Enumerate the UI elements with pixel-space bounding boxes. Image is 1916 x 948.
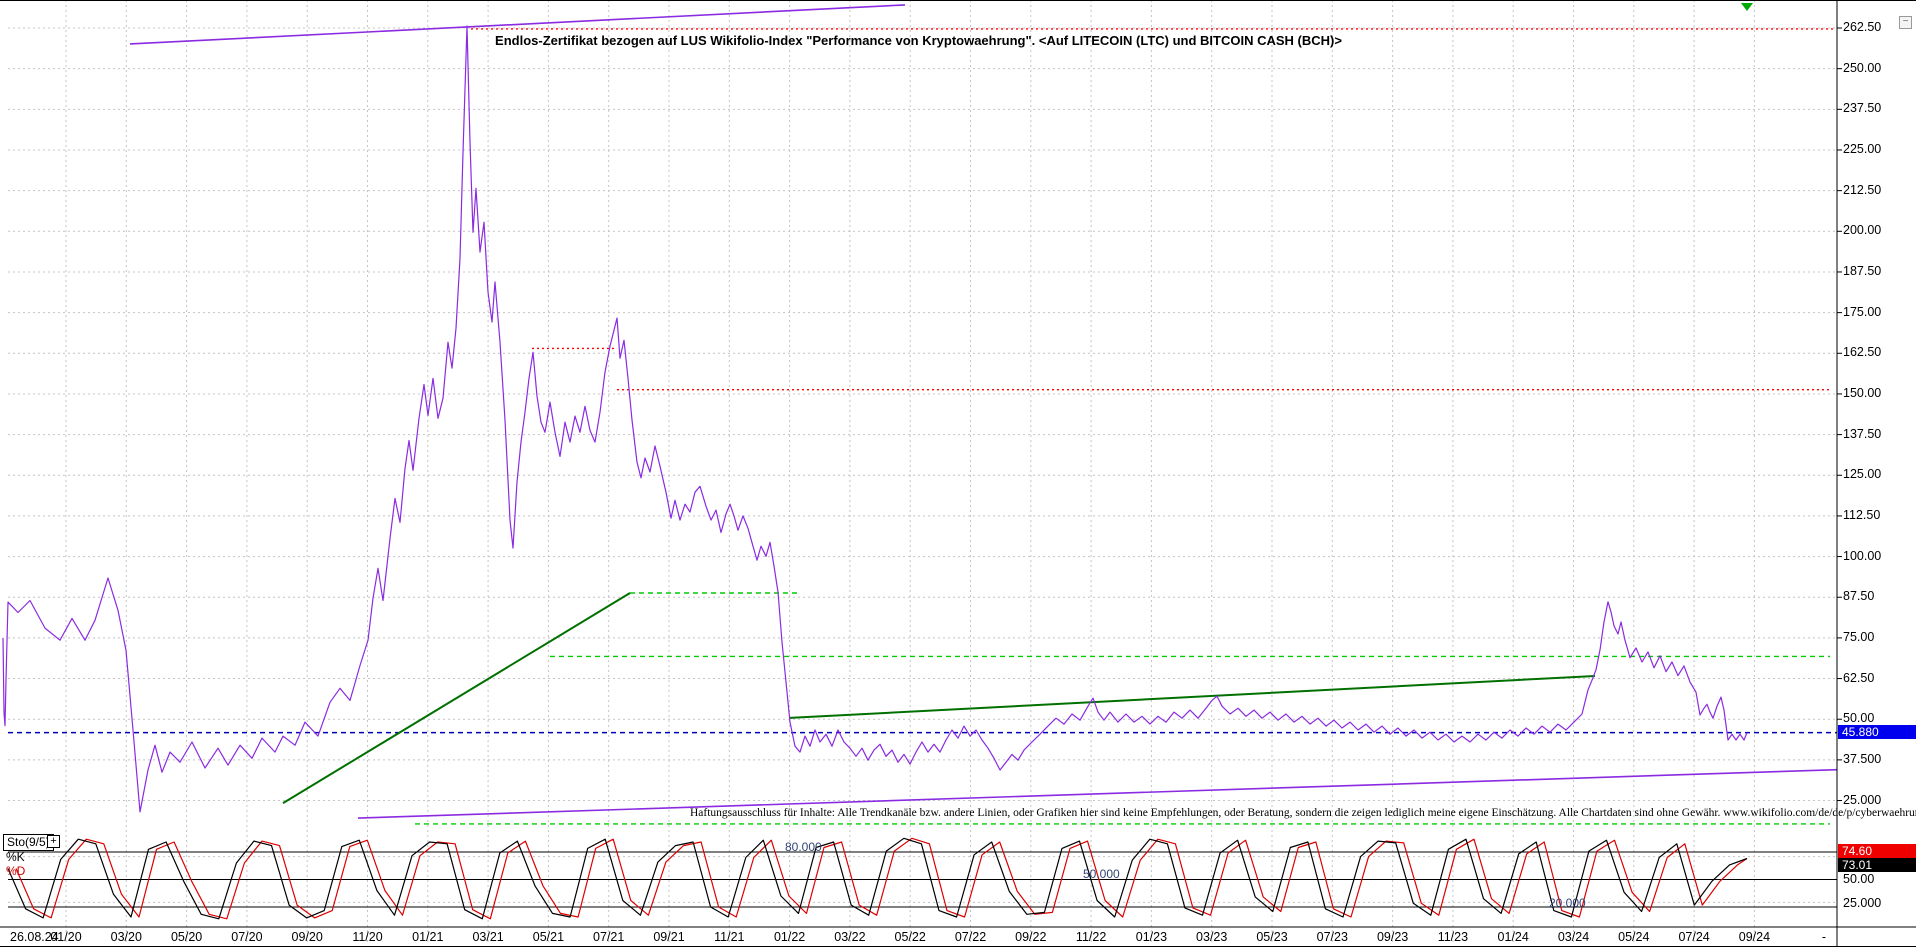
x-axis-tick-label: 03/21 bbox=[472, 930, 504, 944]
price-axis-tick-label: 262.50 bbox=[1843, 20, 1882, 34]
price-axis-tick-label: 162.50 bbox=[1843, 345, 1882, 360]
x-axis-tick-label: 07/20 bbox=[231, 930, 263, 944]
oscillator-axis-label-50: 50.00 bbox=[1843, 872, 1875, 886]
indicator-name-box[interactable]: Sto(9/5) bbox=[3, 834, 54, 851]
oscillator-k-label: %K bbox=[6, 850, 25, 864]
oscillator-d-value-badge: 74.60 bbox=[1838, 844, 1916, 858]
x-axis-start-date-label: 26.08.24 bbox=[10, 930, 59, 944]
price-axis-tick-label: 150.00 bbox=[1843, 385, 1882, 400]
support-trend-2020-2021 bbox=[282, 592, 631, 804]
oscillator-k-line bbox=[7, 837, 1748, 920]
price-axis-tick-label: 125.00 bbox=[1843, 467, 1882, 482]
oscillator-level-50-label: 50.000 bbox=[1083, 867, 1120, 881]
marker-arrow-icon bbox=[1741, 3, 1753, 11]
price-axis-tick-label: 175.00 bbox=[1843, 304, 1882, 319]
x-axis-tick-label: 05/21 bbox=[532, 930, 565, 944]
x-axis-tick-label: 09/20 bbox=[291, 930, 323, 944]
price-axis-tick-label: 50.00 bbox=[1843, 711, 1875, 726]
x-axis-tick-label: 07/21 bbox=[593, 930, 625, 944]
oscillator-d-label: %D bbox=[6, 864, 26, 878]
x-axis-tick-label: 03/24 bbox=[1557, 930, 1590, 944]
x-axis-tick-label: 11/21 bbox=[714, 930, 745, 944]
chart-title: Endlos-Zertifikat bezogen auf LUS Wikifo… bbox=[495, 33, 1342, 48]
x-axis-end-label: - bbox=[1821, 930, 1827, 944]
x-axis-tick-label: 01/20 bbox=[50, 930, 82, 944]
x-axis-tick-label: 01/21 bbox=[412, 930, 444, 944]
x-axis-tick-label: 11/23 bbox=[1437, 930, 1469, 944]
x-axis-tick-label: 09/22 bbox=[1015, 930, 1047, 944]
oscillator-level-80-label: 80.000 bbox=[785, 840, 822, 854]
x-axis-tick-label: 01/22 bbox=[773, 930, 806, 944]
x-axis-tick-label: 09/21 bbox=[653, 930, 685, 944]
price-axis-tick-label: 75.00 bbox=[1843, 629, 1875, 644]
price-axis-tick-label: 100.00 bbox=[1843, 548, 1882, 563]
x-axis-tick-label: 09/23 bbox=[1376, 930, 1409, 944]
price-axis-tick-label: 37.500 bbox=[1843, 751, 1882, 766]
oscillator-level-20-label: 20.000 bbox=[1549, 896, 1586, 910]
price-axis-tick-label: 112.50 bbox=[1843, 507, 1881, 522]
x-axis-tick-label: 05/24 bbox=[1618, 930, 1650, 944]
minimize-icon[interactable]: − bbox=[1899, 16, 1912, 29]
x-axis-tick-label: 01/23 bbox=[1135, 930, 1168, 944]
longterm-violet-trend bbox=[357, 768, 1838, 819]
x-axis-tick-label: 05/22 bbox=[894, 930, 926, 944]
oscillator-k-value-badge: 73.01 bbox=[1838, 858, 1916, 872]
price-axis-tick-label: 137.50 bbox=[1843, 426, 1882, 441]
price-line bbox=[2, 25, 1748, 813]
x-axis-tick-label: 11/20 bbox=[352, 930, 383, 944]
oscillator-d-line bbox=[15, 837, 1748, 920]
price-axis-tick-label: 187.50 bbox=[1843, 263, 1882, 278]
price-axis-tick-label: 87.50 bbox=[1843, 589, 1875, 604]
upper-violet-trend bbox=[129, 4, 906, 45]
price-axis-tick-label: 250.00 bbox=[1843, 60, 1882, 75]
x-axis-tick-label: 01/24 bbox=[1497, 930, 1529, 944]
x-axis-tick-label: 07/23 bbox=[1316, 930, 1348, 944]
price-axis-tick-label: 25.000 bbox=[1843, 792, 1882, 807]
x-axis-tick-label: 11/22 bbox=[1075, 930, 1107, 944]
price-axis-tick-label: 225.00 bbox=[1843, 141, 1882, 156]
x-axis-tick-label: 09/24 bbox=[1738, 930, 1771, 944]
current-price-badge: 45.880 bbox=[1838, 725, 1916, 739]
disclaimer-text: Haftungsausschluss für Inhalte: Alle Tre… bbox=[690, 807, 1916, 819]
x-axis-tick-label: 07/24 bbox=[1678, 930, 1710, 944]
price-axis-tick-label: 212.50 bbox=[1843, 182, 1882, 197]
x-axis-tick-label: 03/20 bbox=[110, 930, 142, 944]
x-axis-tick-label: 05/23 bbox=[1256, 930, 1288, 944]
x-axis-tick-label: 05/20 bbox=[170, 930, 203, 944]
oscillator-axis-label-25: 25.000 bbox=[1843, 896, 1882, 910]
x-axis-tick-label: 03/22 bbox=[834, 930, 866, 944]
price-axis-tick-label: 62.50 bbox=[1843, 670, 1875, 685]
x-axis-tick-label: 03/23 bbox=[1196, 930, 1228, 944]
x-axis-tick-label: 07/22 bbox=[954, 930, 987, 944]
price-axis-tick-label: 200.00 bbox=[1843, 223, 1882, 238]
indicator-expand-icon[interactable]: + bbox=[47, 835, 60, 848]
price-axis-tick-label: 237.50 bbox=[1843, 101, 1882, 116]
support-trend-2022-2024 bbox=[789, 674, 1596, 719]
